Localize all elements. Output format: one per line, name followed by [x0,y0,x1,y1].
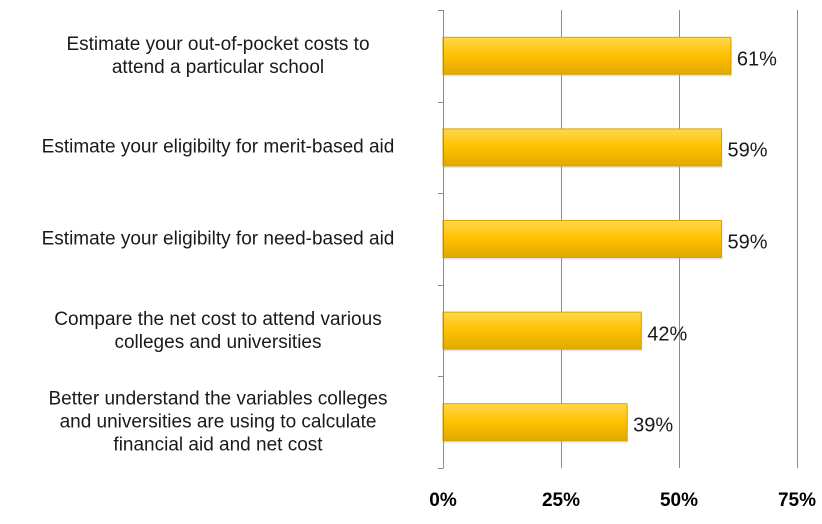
bar [442,311,642,350]
data-label: 61% [736,48,777,71]
bar [442,36,732,75]
category-label: Compare the net cost to attend various c… [54,308,382,353]
category-label: Estimate your out-of-pocket costs to att… [66,33,370,78]
bar [442,403,628,442]
data-label: 42% [647,323,688,346]
x-tick-label: 25% [541,490,581,511]
x-tick-label: 0% [429,490,457,511]
data-label: 39% [633,414,674,437]
x-tick-label: 50% [659,490,699,511]
x-tick-label: 75% [777,490,817,511]
data-label: 59% [727,231,768,254]
category-label: Better understand the variables colleges… [48,388,388,456]
category-label: Estimate your eligibilty for merit-based… [41,136,395,158]
data-label: 59% [727,139,768,162]
bar [442,128,722,167]
category-label: Estimate your eligibilty for need-based … [41,228,395,250]
bar [442,220,722,258]
